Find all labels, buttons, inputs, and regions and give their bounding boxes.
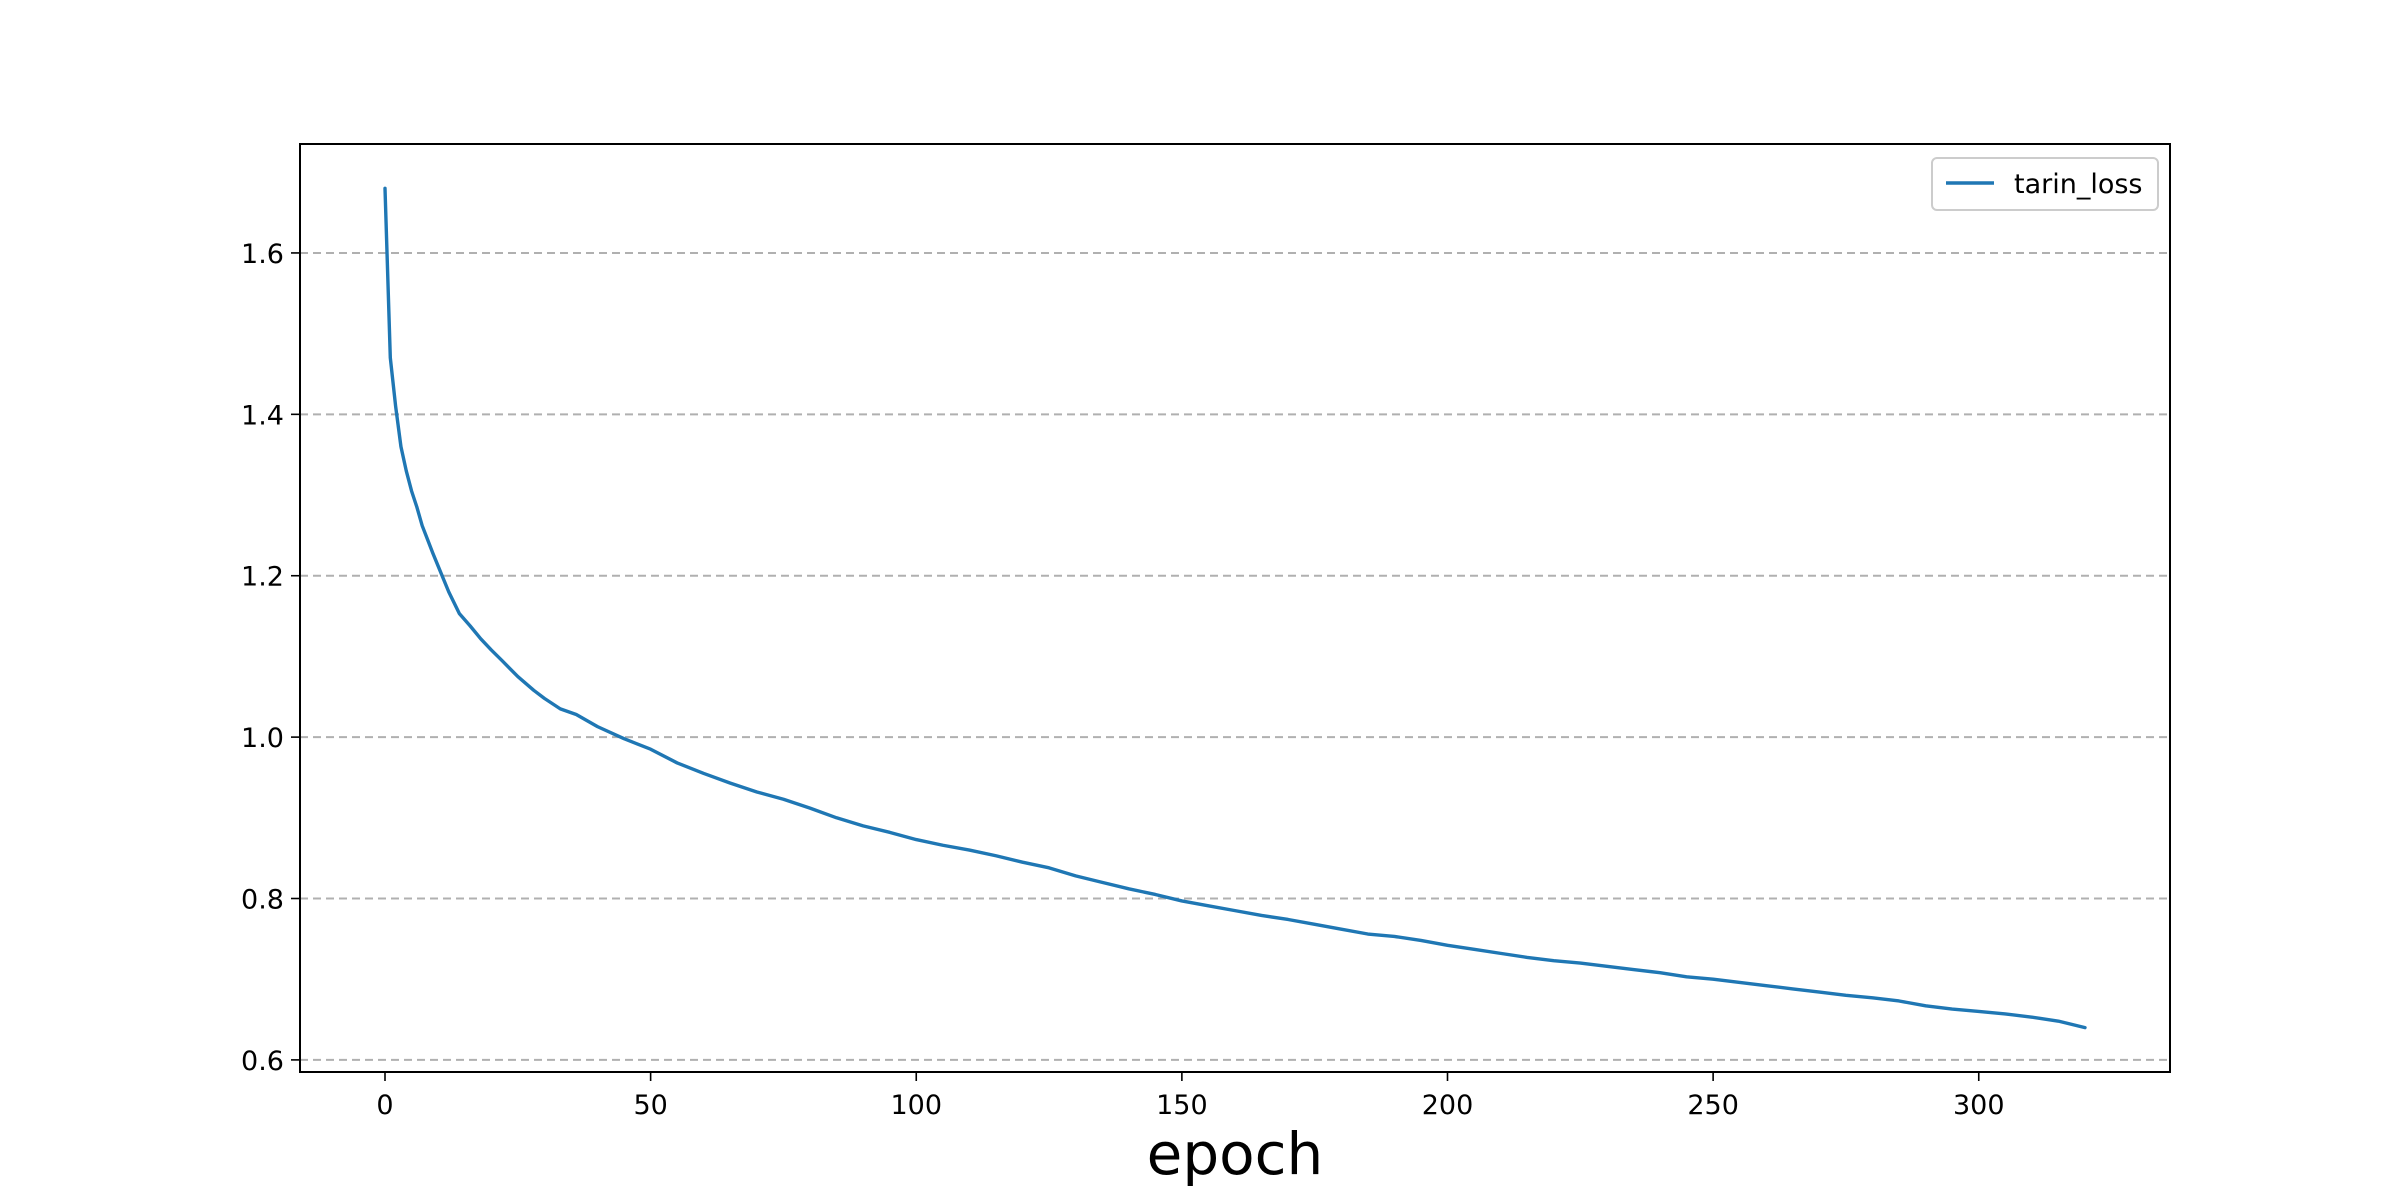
- x-tick-label: 200: [1422, 1090, 1474, 1121]
- x-tick-label: 0: [376, 1090, 393, 1121]
- y-tick-label: 1.6: [241, 239, 284, 270]
- x-tick-label: 150: [1156, 1090, 1208, 1121]
- y-axis-ticks: 0.6 0.8 1.0 1.2 1.4 1.6: [241, 239, 300, 1077]
- x-tick-label: 250: [1687, 1090, 1739, 1121]
- legend: tarin_loss: [1931, 157, 2159, 211]
- x-tick-label: 100: [890, 1090, 942, 1121]
- x-axis-title: epoch: [1147, 1120, 1324, 1188]
- x-axis-ticks: 0 50 100 150 200 250 300: [376, 1072, 2005, 1121]
- plot-frame: [299, 143, 2171, 1073]
- y-tick-label: 1.0: [241, 723, 284, 754]
- x-tick-label: 300: [1953, 1090, 2005, 1121]
- legend-box: [1931, 157, 2159, 211]
- y-tick-label: 1.2: [241, 562, 284, 593]
- y-tick-label: 0.6: [241, 1046, 284, 1077]
- series-line-tarin_loss: [383, 186, 2087, 1030]
- y-tick-label: 0.8: [241, 885, 284, 916]
- series-layer: [383, 186, 2087, 1030]
- y-tick-label: 1.4: [241, 400, 284, 431]
- x-tick-label: 50: [633, 1090, 667, 1121]
- legend-label: tarin_loss: [2014, 169, 2143, 200]
